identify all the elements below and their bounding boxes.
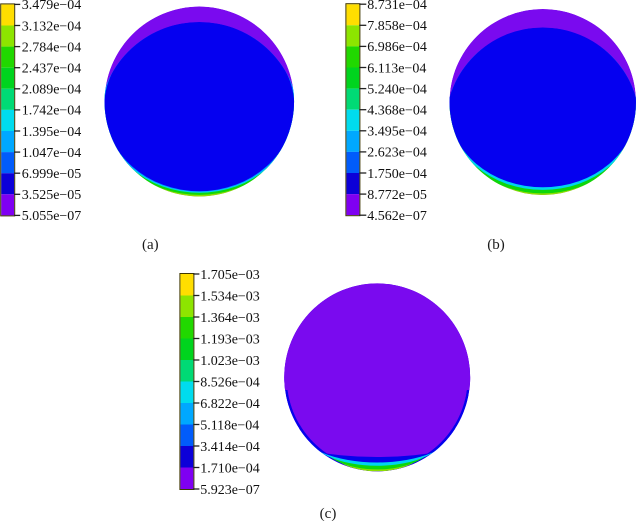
svg-text:3.132e−04: 3.132e−04 bbox=[22, 19, 82, 34]
svg-text:6.822e−04: 6.822e−04 bbox=[200, 397, 260, 412]
svg-text:3.479e−04: 3.479e−04 bbox=[22, 0, 82, 13]
svg-text:1.023e−03: 1.023e−03 bbox=[200, 354, 260, 369]
svg-text:8.731e−04: 8.731e−04 bbox=[367, 0, 427, 13]
svg-text:5.055e−07: 5.055e−07 bbox=[22, 209, 82, 224]
svg-text:1.742e−04: 1.742e−04 bbox=[22, 104, 82, 119]
svg-text:(c): (c) bbox=[320, 506, 337, 521]
svg-text:1.193e−03: 1.193e−03 bbox=[200, 332, 260, 347]
svg-text:7.858e−04: 7.858e−04 bbox=[367, 19, 427, 34]
svg-text:5.923e−07: 5.923e−07 bbox=[200, 483, 260, 498]
svg-text:(b): (b) bbox=[487, 237, 505, 253]
svg-text:1.710e−04: 1.710e−04 bbox=[200, 461, 260, 476]
svg-text:3.414e−04: 3.414e−04 bbox=[200, 440, 260, 455]
svg-text:8.526e−04: 8.526e−04 bbox=[200, 375, 260, 390]
svg-text:2.784e−04: 2.784e−04 bbox=[22, 40, 82, 55]
svg-text:5.240e−04: 5.240e−04 bbox=[367, 82, 427, 97]
svg-text:6.986e−04: 6.986e−04 bbox=[367, 40, 427, 55]
svg-text:1.750e−04: 1.750e−04 bbox=[367, 167, 427, 182]
svg-text:6.113e−04: 6.113e−04 bbox=[367, 61, 426, 76]
svg-text:2.089e−04: 2.089e−04 bbox=[22, 83, 82, 98]
svg-text:3.525e−05: 3.525e−05 bbox=[22, 188, 82, 203]
svg-text:1.364e−03: 1.364e−03 bbox=[200, 311, 260, 326]
svg-text:4.562e−07: 4.562e−07 bbox=[367, 209, 427, 224]
svg-text:5.118e−04: 5.118e−04 bbox=[200, 418, 259, 433]
svg-text:6.999e−05: 6.999e−05 bbox=[22, 167, 82, 182]
svg-text:2.437e−04: 2.437e−04 bbox=[22, 62, 82, 77]
svg-text:1.705e−03: 1.705e−03 bbox=[200, 268, 260, 283]
svg-text:2.623e−04: 2.623e−04 bbox=[367, 146, 427, 161]
svg-text:4.368e−04: 4.368e−04 bbox=[367, 104, 427, 119]
svg-text:(a): (a) bbox=[142, 237, 159, 253]
svg-text:8.772e−05: 8.772e−05 bbox=[367, 188, 427, 203]
svg-text:3.495e−04: 3.495e−04 bbox=[367, 125, 427, 140]
svg-text:1.395e−04: 1.395e−04 bbox=[22, 125, 82, 140]
svg-text:1.047e−04: 1.047e−04 bbox=[22, 146, 82, 161]
svg-text:1.534e−03: 1.534e−03 bbox=[200, 289, 260, 304]
